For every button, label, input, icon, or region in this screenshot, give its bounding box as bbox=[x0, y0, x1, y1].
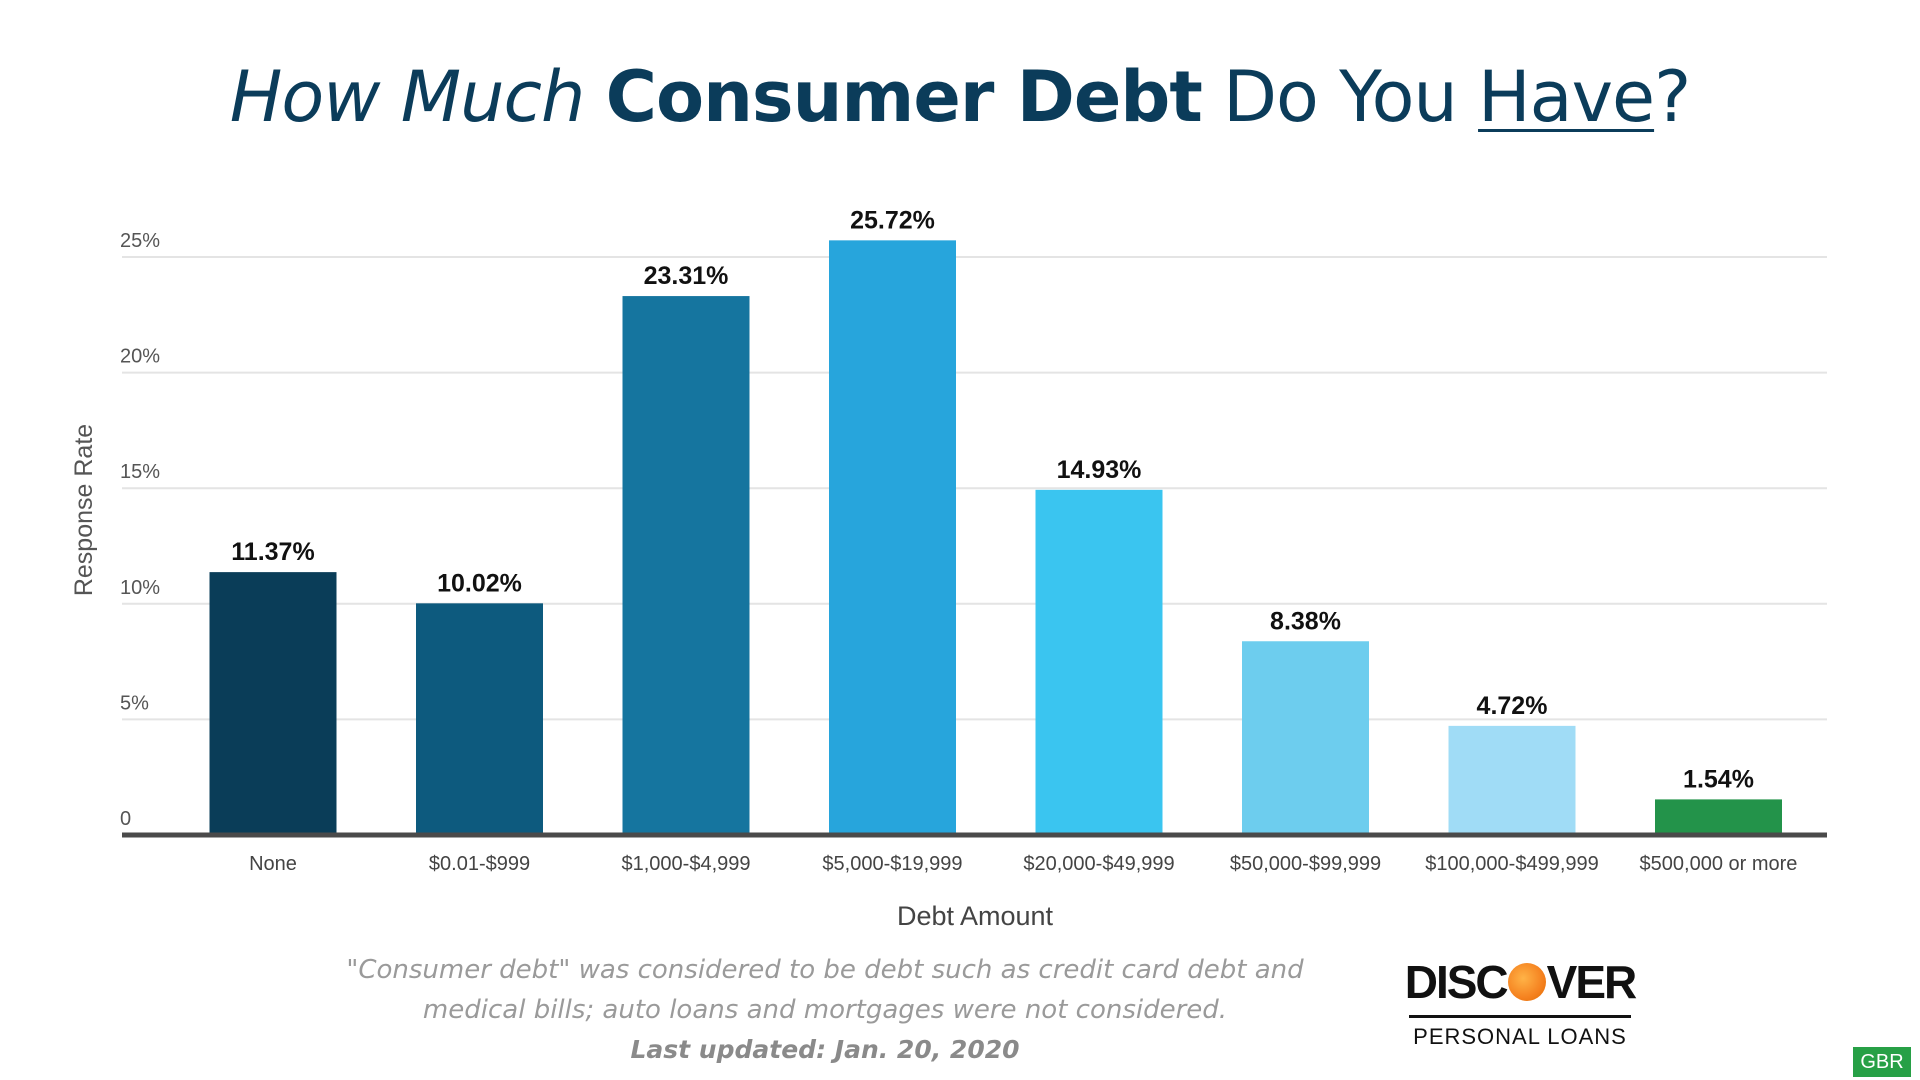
chart-title: How Much Consumer Debt Do You Have? bbox=[0, 56, 1920, 138]
title-part-how-much: How Much bbox=[229, 56, 586, 138]
bars bbox=[209, 240, 1782, 835]
bar bbox=[622, 296, 750, 835]
title-part-question: ? bbox=[1654, 56, 1691, 138]
x-tick-label: $500,000 or more bbox=[1640, 853, 1798, 875]
logo-wordmark: DISC VER bbox=[1395, 955, 1645, 1009]
logo-divider bbox=[1409, 1015, 1631, 1018]
data-label: 25.72% bbox=[850, 206, 935, 234]
bar bbox=[1242, 641, 1369, 835]
y-axis-label: Response Rate bbox=[70, 424, 98, 596]
logo-subtitle: PERSONAL LOANS bbox=[1413, 1024, 1627, 1049]
data-label: 8.38% bbox=[1270, 607, 1341, 635]
bar bbox=[209, 572, 337, 835]
x-tick-label: None bbox=[249, 853, 297, 875]
bar bbox=[1448, 725, 1576, 835]
y-tick-label: 20% bbox=[120, 346, 160, 368]
bar bbox=[416, 603, 543, 835]
x-tick-label: $20,000-$49,999 bbox=[1023, 853, 1174, 875]
y-tick-label: 15% bbox=[120, 461, 160, 483]
title-part-consumer-debt: Consumer Debt bbox=[605, 56, 1203, 138]
data-labels: 11.37% 10.02% 23.31% 25.72% 14.93% 8.38% 4.72%… bbox=[231, 206, 1754, 793]
x-tick-label: $1,000-$4,999 bbox=[621, 853, 750, 875]
logo-word-right: VER bbox=[1546, 956, 1638, 1008]
data-label: 10.02% bbox=[437, 569, 522, 597]
x-tick-label: $100,000-$499,999 bbox=[1425, 853, 1599, 875]
region-badge: GBR bbox=[1853, 1047, 1911, 1077]
data-label: 23.31% bbox=[644, 262, 729, 290]
y-tick-label: 10% bbox=[120, 577, 160, 599]
title-part-do-you: Do You bbox=[1223, 56, 1458, 138]
last-updated: Last updated: Jan. 20, 2020 bbox=[630, 1035, 1020, 1064]
data-label: 4.72% bbox=[1477, 692, 1548, 720]
data-label: 11.37% bbox=[231, 538, 314, 566]
gridlines bbox=[122, 256, 1827, 721]
y-axis-ticks: 0 5% 10% 15% 20% 25% bbox=[120, 230, 160, 830]
discover-logo: DISC VER PERSONAL LOANS bbox=[1395, 955, 1645, 1050]
bar bbox=[1655, 799, 1782, 835]
data-label: 1.54% bbox=[1683, 765, 1754, 793]
footnote: "Consumer debt" was considered to be deb… bbox=[346, 955, 1304, 1025]
x-tick-label: $50,000-$99,999 bbox=[1230, 853, 1381, 875]
data-label: 14.93% bbox=[1057, 456, 1142, 484]
bar bbox=[829, 240, 956, 835]
logo-word-left: DISC bbox=[1404, 956, 1509, 1008]
title-part-have: Have bbox=[1478, 56, 1655, 138]
y-tick-label: 0 bbox=[120, 808, 131, 830]
y-tick-label: 25% bbox=[120, 230, 160, 252]
logo-orange-dot-icon bbox=[1507, 963, 1546, 1001]
x-axis-ticks: None $0.01-$999 $1,000-$4,999 $5,000-$19,99… bbox=[249, 853, 1797, 875]
x-axis-label: Debt Amount bbox=[897, 901, 1054, 931]
bar bbox=[1035, 489, 1163, 835]
x-tick-label: $5,000-$19,999 bbox=[822, 853, 962, 875]
y-tick-label: 5% bbox=[120, 692, 149, 714]
x-tick-label: $0.01-$999 bbox=[429, 853, 530, 875]
